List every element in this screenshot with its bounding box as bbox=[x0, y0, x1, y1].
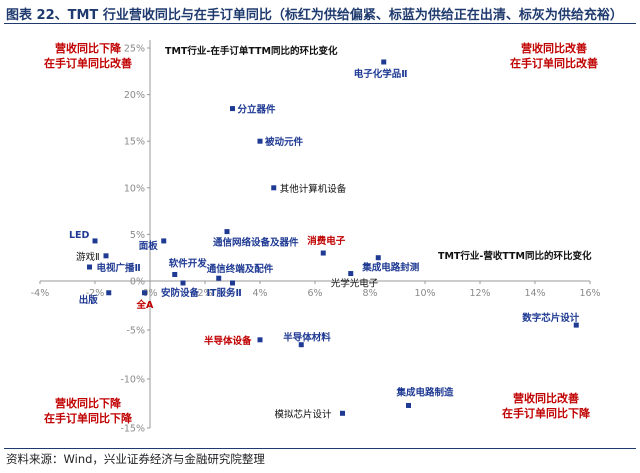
point-marker bbox=[224, 229, 230, 235]
y-tick-label: 0% bbox=[130, 277, 145, 288]
point-marker bbox=[257, 138, 263, 144]
point-label: 软件开发 bbox=[169, 257, 208, 269]
point-marker bbox=[142, 290, 147, 296]
point-marker bbox=[375, 255, 381, 261]
quadrant-label-bottom-right: 营收同比改善 bbox=[513, 391, 579, 405]
point-label: 模拟芯片设计 bbox=[275, 408, 333, 420]
x-tick-label: -2% bbox=[86, 288, 105, 299]
point-marker bbox=[87, 264, 92, 270]
point-label: 其他计算机设备 bbox=[280, 183, 347, 195]
point-marker bbox=[230, 280, 235, 286]
point-marker bbox=[103, 253, 109, 259]
x-tick-label: 10% bbox=[414, 288, 435, 299]
point-marker bbox=[298, 342, 304, 348]
point-label: 电视广播Ⅱ bbox=[97, 262, 141, 274]
x-tick-label: 2% bbox=[197, 288, 212, 299]
quadrant-labels: 营收同比下降在手订单同比改善营收同比改善在手订单同比改善营收同比下降在手订单同比… bbox=[44, 41, 598, 425]
point-label: 集成电路制造 bbox=[396, 386, 455, 398]
point-label: 光学光电子 bbox=[331, 278, 379, 290]
quadrant-label-top-left: 营收同比下降 bbox=[55, 41, 122, 55]
quadrant-label-bottom-right: 在手订单同比下降 bbox=[502, 406, 591, 420]
figure-title: 图表 22、TMT 行业营收同比与在手订单同比（标红为供给偏紧、标蓝为供给正在出… bbox=[6, 8, 623, 23]
point-label: 消费电子 bbox=[307, 235, 346, 247]
x-tick-label: 6% bbox=[307, 288, 322, 299]
y-tick-label: -15% bbox=[120, 424, 145, 435]
point-marker bbox=[348, 271, 354, 277]
point-marker bbox=[340, 410, 345, 416]
point-label: 面板 bbox=[139, 240, 159, 252]
point-label: 全A bbox=[136, 299, 155, 311]
point-marker bbox=[161, 238, 167, 244]
source-rule bbox=[4, 448, 636, 449]
point-label: 数字芯片设计 bbox=[521, 312, 580, 324]
y-tick-label: 25% bbox=[124, 44, 145, 55]
point-marker bbox=[230, 106, 235, 112]
point-label: 被动元件 bbox=[265, 136, 304, 148]
point-marker bbox=[271, 185, 277, 191]
x-tick-label: 8% bbox=[362, 288, 377, 299]
x-tick-label: 4% bbox=[252, 288, 267, 299]
point-label: LED bbox=[69, 230, 90, 241]
quadrant-label-bottom-left: 营收同比下降 bbox=[55, 396, 122, 410]
point-marker bbox=[216, 275, 222, 281]
x-tick-label: 14% bbox=[524, 288, 545, 299]
point-marker bbox=[106, 290, 112, 296]
source-note: 资料来源：Wind，兴业证券经济与金融研究院整理 bbox=[6, 452, 265, 466]
point-label: 集成电路封测 bbox=[361, 262, 420, 274]
point-marker bbox=[180, 280, 186, 286]
point-label: 通信网络设备及器件 bbox=[213, 237, 299, 249]
quadrant-label-top-left: 在手订单同比改善 bbox=[44, 56, 132, 70]
title-rule bbox=[4, 23, 636, 24]
y-tick-label: -10% bbox=[120, 375, 145, 386]
point-label: 出版 bbox=[79, 294, 99, 306]
y-tick-label: 10% bbox=[124, 183, 145, 194]
quadrant-label-top-right: 营收同比改善 bbox=[521, 41, 587, 55]
y-axis-label: TMT行业-在手订单TTM同比的环比变化 bbox=[165, 45, 338, 57]
point-label: 安防设备 bbox=[161, 287, 200, 299]
y-tick-label: 20% bbox=[124, 90, 145, 101]
quadrant-label-top-right: 在手订单同比改善 bbox=[510, 56, 598, 70]
y-tick-label: 15% bbox=[124, 137, 145, 148]
point-marker bbox=[381, 59, 387, 65]
x-tick-label: 16% bbox=[579, 288, 600, 299]
point-marker bbox=[257, 337, 263, 343]
x-tick-label: -4% bbox=[31, 288, 50, 299]
y-tick-label: -5% bbox=[127, 326, 146, 337]
point-label: IT服务Ⅱ bbox=[207, 287, 242, 299]
point-label: 电子化学品Ⅱ bbox=[354, 68, 408, 80]
point-marker bbox=[573, 322, 579, 328]
x-axis-label: TMT行业-营收TTM同比的环比变化 bbox=[438, 250, 592, 262]
y-tick-label: 5% bbox=[130, 230, 145, 241]
x-tick-label: 12% bbox=[469, 288, 490, 299]
point-marker bbox=[172, 271, 178, 277]
quadrant-label-bottom-left: 在手订单同比下降 bbox=[44, 411, 133, 425]
point-marker bbox=[320, 250, 326, 256]
point-marker bbox=[406, 402, 411, 408]
point-label: 游戏Ⅱ bbox=[76, 251, 100, 263]
point-label: 分立器件 bbox=[238, 104, 277, 116]
point-label: 半导体设备 bbox=[204, 335, 252, 347]
point-label: 通信终端及配件 bbox=[207, 263, 274, 275]
x-tick-label: 0% bbox=[142, 288, 157, 299]
point-label: 半导体材料 bbox=[283, 332, 331, 344]
point-marker bbox=[92, 238, 98, 244]
axes: -4% -2% 0% 2% 4% 6% 8% 10% 12% 14% 16% 25% 20% 15% 10%… bbox=[31, 40, 601, 435]
